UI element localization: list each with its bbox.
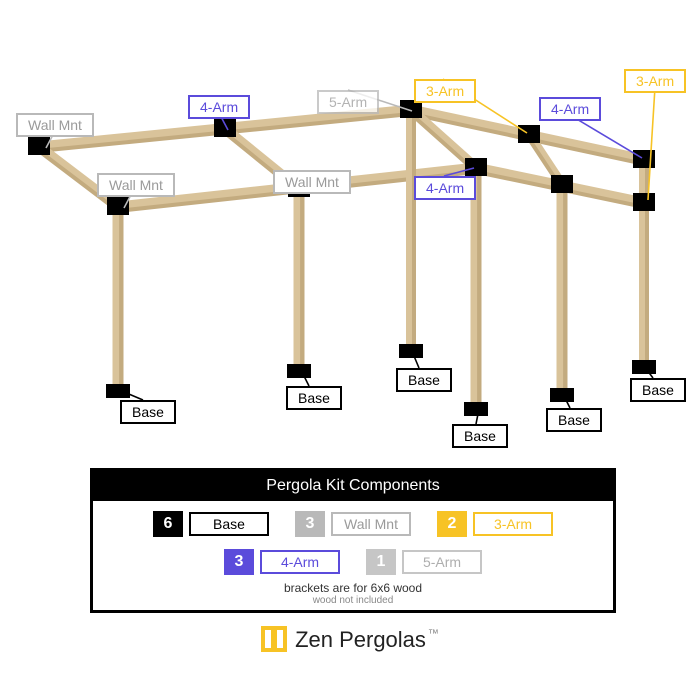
- legend-item-3-arm: 23-Arm: [437, 511, 553, 537]
- legend-note: brackets are for 6x6 wood wood not inclu…: [93, 581, 613, 610]
- callout-wall-mnt: Wall Mnt: [273, 170, 351, 194]
- callout-3-arm: 3-Arm: [414, 79, 476, 103]
- callout-4-arm: 4-Arm: [539, 97, 601, 121]
- callout-base: Base: [546, 408, 602, 432]
- callout-3-arm: 3-Arm: [624, 69, 686, 93]
- legend-item-5-arm: 15-Arm: [366, 549, 482, 575]
- diagram-stage: Wall Mnt 4-Arm 5-Arm 3-Arm 4-Arm 3-Arm Wall Mn…: [0, 0, 700, 700]
- legend-item-4-arm: 34-Arm: [224, 549, 340, 575]
- callout-wall-mnt: Wall Mnt: [16, 113, 94, 137]
- legend-body: 6Base 3Wall Mnt 23-Arm 34-Arm 15-Arm: [93, 501, 613, 581]
- callout-base: Base: [286, 386, 342, 410]
- legend-panel: Pergola Kit Components 6Base 3Wall Mnt 23-…: [90, 468, 616, 613]
- legend-item-wall-mnt: 3Wall Mnt: [295, 511, 411, 537]
- brand-logo-icon: [261, 626, 287, 652]
- brand-name: Zen Pergolas: [295, 627, 426, 652]
- legend-item-base: 6Base: [153, 511, 269, 537]
- callout-wall-mnt: Wall Mnt: [97, 173, 175, 197]
- callout-base: Base: [630, 378, 686, 402]
- callout-4-arm: 4-Arm: [188, 95, 250, 119]
- brand-tm: ™: [428, 628, 439, 640]
- callout-4-arm: 4-Arm: [414, 176, 476, 200]
- callout-5-arm: 5-Arm: [317, 90, 379, 114]
- brand-line: Zen Pergolas™: [0, 626, 700, 653]
- callout-base: Base: [120, 400, 176, 424]
- callout-base: Base: [396, 368, 452, 392]
- legend-title: Pergola Kit Components: [93, 471, 613, 501]
- callout-base: Base: [452, 424, 508, 448]
